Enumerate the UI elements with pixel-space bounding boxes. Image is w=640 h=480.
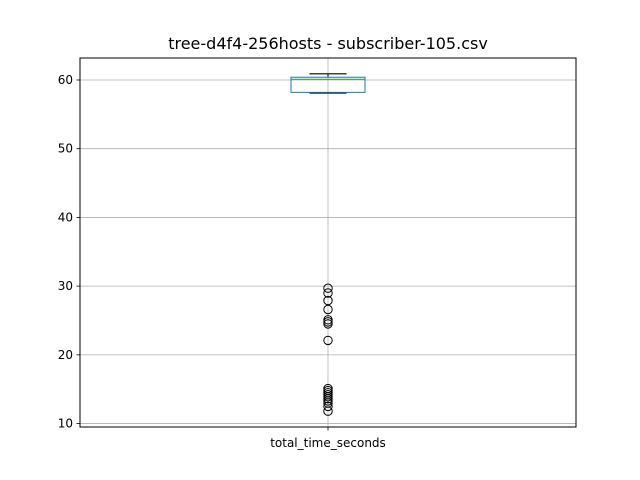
x-axis: total_time_seconds (270, 427, 386, 450)
outlier-point (323, 304, 333, 315)
y-axis: 10 20 30 40 50 60 (58, 73, 80, 431)
outlier-point (323, 295, 333, 306)
outlier-point (323, 406, 333, 416)
outlier-point (323, 401, 333, 412)
outlier-point (323, 288, 333, 298)
y-tick-label: 20 (58, 348, 73, 362)
y-tick-label: 10 (58, 417, 73, 431)
outlier-point (323, 335, 333, 346)
y-tick-label: 50 (58, 142, 73, 156)
outlier-point (323, 319, 333, 329)
chart-title: tree-d4f4-256hosts - subscriber-105.csv (168, 34, 488, 53)
y-tick-label: 30 (58, 279, 73, 293)
plot-area (290, 73, 366, 416)
grid-lines (80, 58, 576, 427)
iqr-box (290, 76, 366, 93)
x-tick-label: total_time_seconds (270, 436, 386, 450)
outlier-point (323, 283, 333, 293)
y-tick-label: 40 (58, 210, 73, 224)
y-tick-label: 60 (58, 73, 73, 87)
